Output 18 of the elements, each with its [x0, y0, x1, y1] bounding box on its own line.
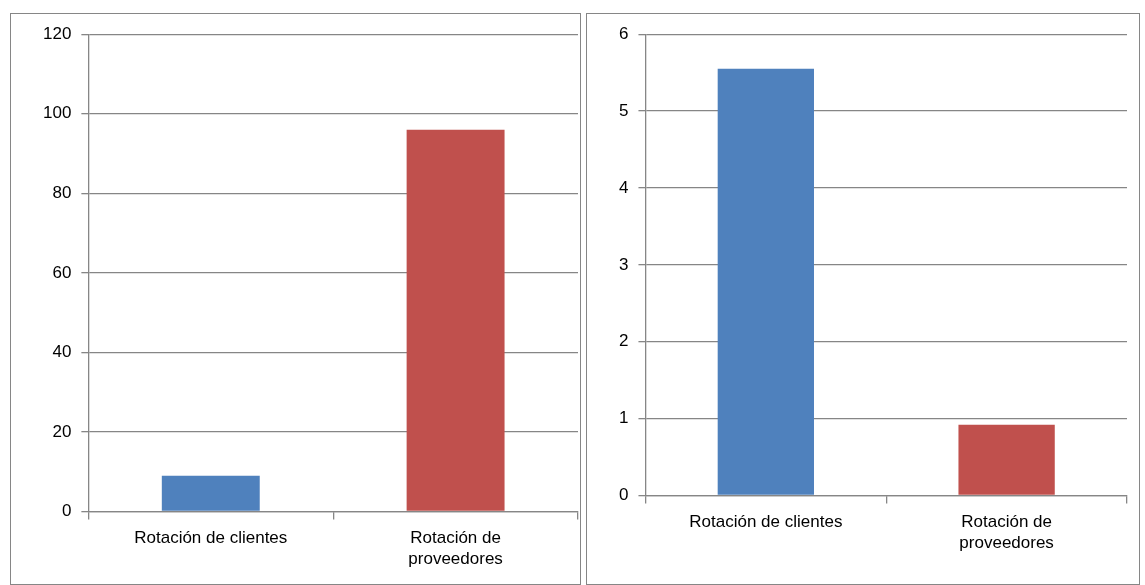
y-tick-label: 80 — [52, 182, 72, 202]
y-tick-label: 3 — [618, 254, 629, 274]
x-tick-label: Rotación de proveedores — [408, 527, 503, 569]
y-tick-label: 0 — [618, 485, 629, 505]
x-tick-label: Rotación de clientes — [689, 511, 843, 531]
x-tick-label: Rotación de proveedores — [959, 511, 1054, 553]
y-tick-label: 100 — [42, 103, 72, 123]
y-tick-label: 60 — [52, 262, 72, 282]
y-tick-label: 5 — [618, 100, 629, 120]
x-tick-label: Rotación de clientes — [134, 527, 288, 547]
y-tick-label: 6 — [618, 23, 629, 43]
y-tick-label: 40 — [52, 342, 72, 362]
y-tick-label: 1 — [618, 408, 629, 428]
y-tick-label: 20 — [52, 421, 72, 441]
y-tick-label: 120 — [42, 23, 72, 43]
y-tick-label: 4 — [618, 177, 629, 197]
y-tick-label: 2 — [618, 331, 629, 351]
y-tick-label: 0 — [61, 501, 72, 521]
